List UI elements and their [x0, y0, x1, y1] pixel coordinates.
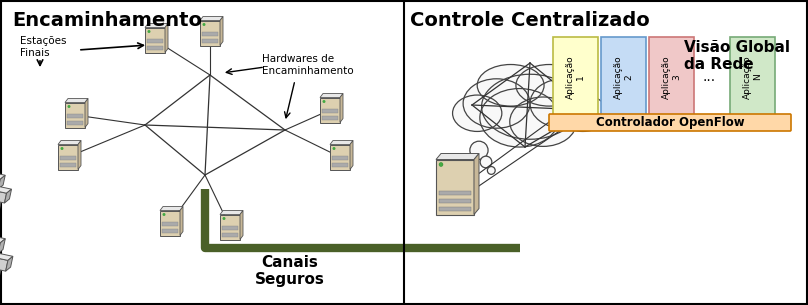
Polygon shape [85, 99, 88, 127]
Bar [202, 38, 218, 42]
Circle shape [333, 147, 335, 150]
Polygon shape [0, 248, 8, 271]
Bar [65, 102, 85, 127]
Polygon shape [65, 99, 88, 102]
Ellipse shape [482, 74, 579, 139]
Bar [553, 37, 598, 117]
Ellipse shape [530, 79, 597, 128]
Bar [162, 221, 178, 225]
Polygon shape [0, 268, 1, 282]
Bar [439, 199, 471, 203]
Text: Canais
Seguros: Canais Seguros [255, 255, 325, 287]
Circle shape [68, 105, 70, 108]
Bar [222, 225, 238, 229]
Circle shape [439, 163, 443, 167]
Polygon shape [160, 206, 183, 210]
Bar [320, 98, 340, 123]
Polygon shape [0, 199, 2, 213]
Bar [330, 145, 350, 170]
Text: Estações
Finais: Estações Finais [20, 36, 66, 58]
Polygon shape [0, 175, 5, 189]
Polygon shape [340, 94, 343, 123]
Circle shape [322, 100, 326, 103]
Text: Aplicação
1: Aplicação 1 [566, 55, 585, 99]
Circle shape [222, 217, 225, 220]
Text: Controlador OpenFlow: Controlador OpenFlow [595, 116, 744, 129]
Polygon shape [0, 255, 1, 272]
Polygon shape [0, 226, 6, 243]
Circle shape [203, 23, 205, 26]
Polygon shape [320, 94, 343, 98]
Bar [147, 45, 163, 49]
Text: Visão Global
da Rede: Visão Global da Rede [684, 40, 790, 72]
Polygon shape [220, 210, 243, 214]
Bar [162, 228, 178, 232]
Polygon shape [436, 153, 479, 160]
Bar [202, 31, 218, 35]
Polygon shape [330, 141, 353, 145]
Polygon shape [0, 178, 11, 193]
Bar [60, 163, 76, 167]
Text: Aplicação
N: Aplicação N [743, 55, 762, 99]
Polygon shape [0, 182, 6, 203]
Text: Controle Centralizado: Controle Centralizado [410, 11, 650, 30]
Circle shape [162, 213, 166, 216]
Polygon shape [0, 239, 6, 253]
Bar [67, 120, 83, 124]
Text: ...: ... [702, 70, 716, 84]
Polygon shape [200, 16, 223, 20]
Bar [332, 156, 348, 160]
Text: Encaminhamento: Encaminhamento [12, 11, 202, 30]
Circle shape [61, 147, 64, 150]
Text: Hardwares de
Encaminhamento: Hardwares de Encaminhamento [262, 54, 354, 76]
Bar [439, 206, 471, 210]
Circle shape [470, 141, 488, 160]
Bar [60, 156, 76, 160]
Polygon shape [350, 141, 353, 170]
Ellipse shape [463, 79, 530, 128]
Bar [145, 27, 165, 52]
Polygon shape [58, 141, 81, 145]
Polygon shape [145, 23, 168, 27]
Bar [200, 20, 220, 45]
Ellipse shape [478, 64, 544, 106]
Bar [322, 109, 338, 113]
Bar [436, 160, 474, 214]
Bar [220, 214, 240, 239]
Bar [322, 116, 338, 120]
Polygon shape [165, 23, 168, 52]
Polygon shape [220, 16, 223, 45]
Bar [58, 145, 78, 170]
Ellipse shape [510, 97, 577, 146]
Polygon shape [0, 244, 13, 260]
Polygon shape [180, 206, 183, 235]
Ellipse shape [452, 95, 502, 131]
Circle shape [480, 156, 492, 168]
Bar [439, 191, 471, 195]
Bar [160, 210, 180, 235]
Text: Aplicação
2: Aplicação 2 [614, 55, 633, 99]
Bar [332, 163, 348, 167]
Polygon shape [0, 164, 5, 179]
Bar [67, 113, 83, 117]
Bar [601, 37, 646, 117]
Polygon shape [0, 188, 2, 203]
Bar [222, 232, 238, 236]
Bar [649, 37, 694, 117]
Circle shape [487, 167, 495, 174]
Polygon shape [240, 210, 243, 239]
Ellipse shape [558, 95, 608, 131]
Ellipse shape [516, 64, 583, 106]
Polygon shape [474, 153, 479, 214]
Bar [147, 38, 163, 42]
Ellipse shape [480, 88, 559, 147]
Bar [730, 37, 775, 117]
Circle shape [148, 30, 150, 33]
Polygon shape [5, 189, 11, 203]
Text: Aplicação
3: Aplicação 3 [662, 55, 681, 99]
Polygon shape [78, 141, 81, 170]
FancyBboxPatch shape [549, 114, 791, 131]
Polygon shape [6, 256, 13, 271]
